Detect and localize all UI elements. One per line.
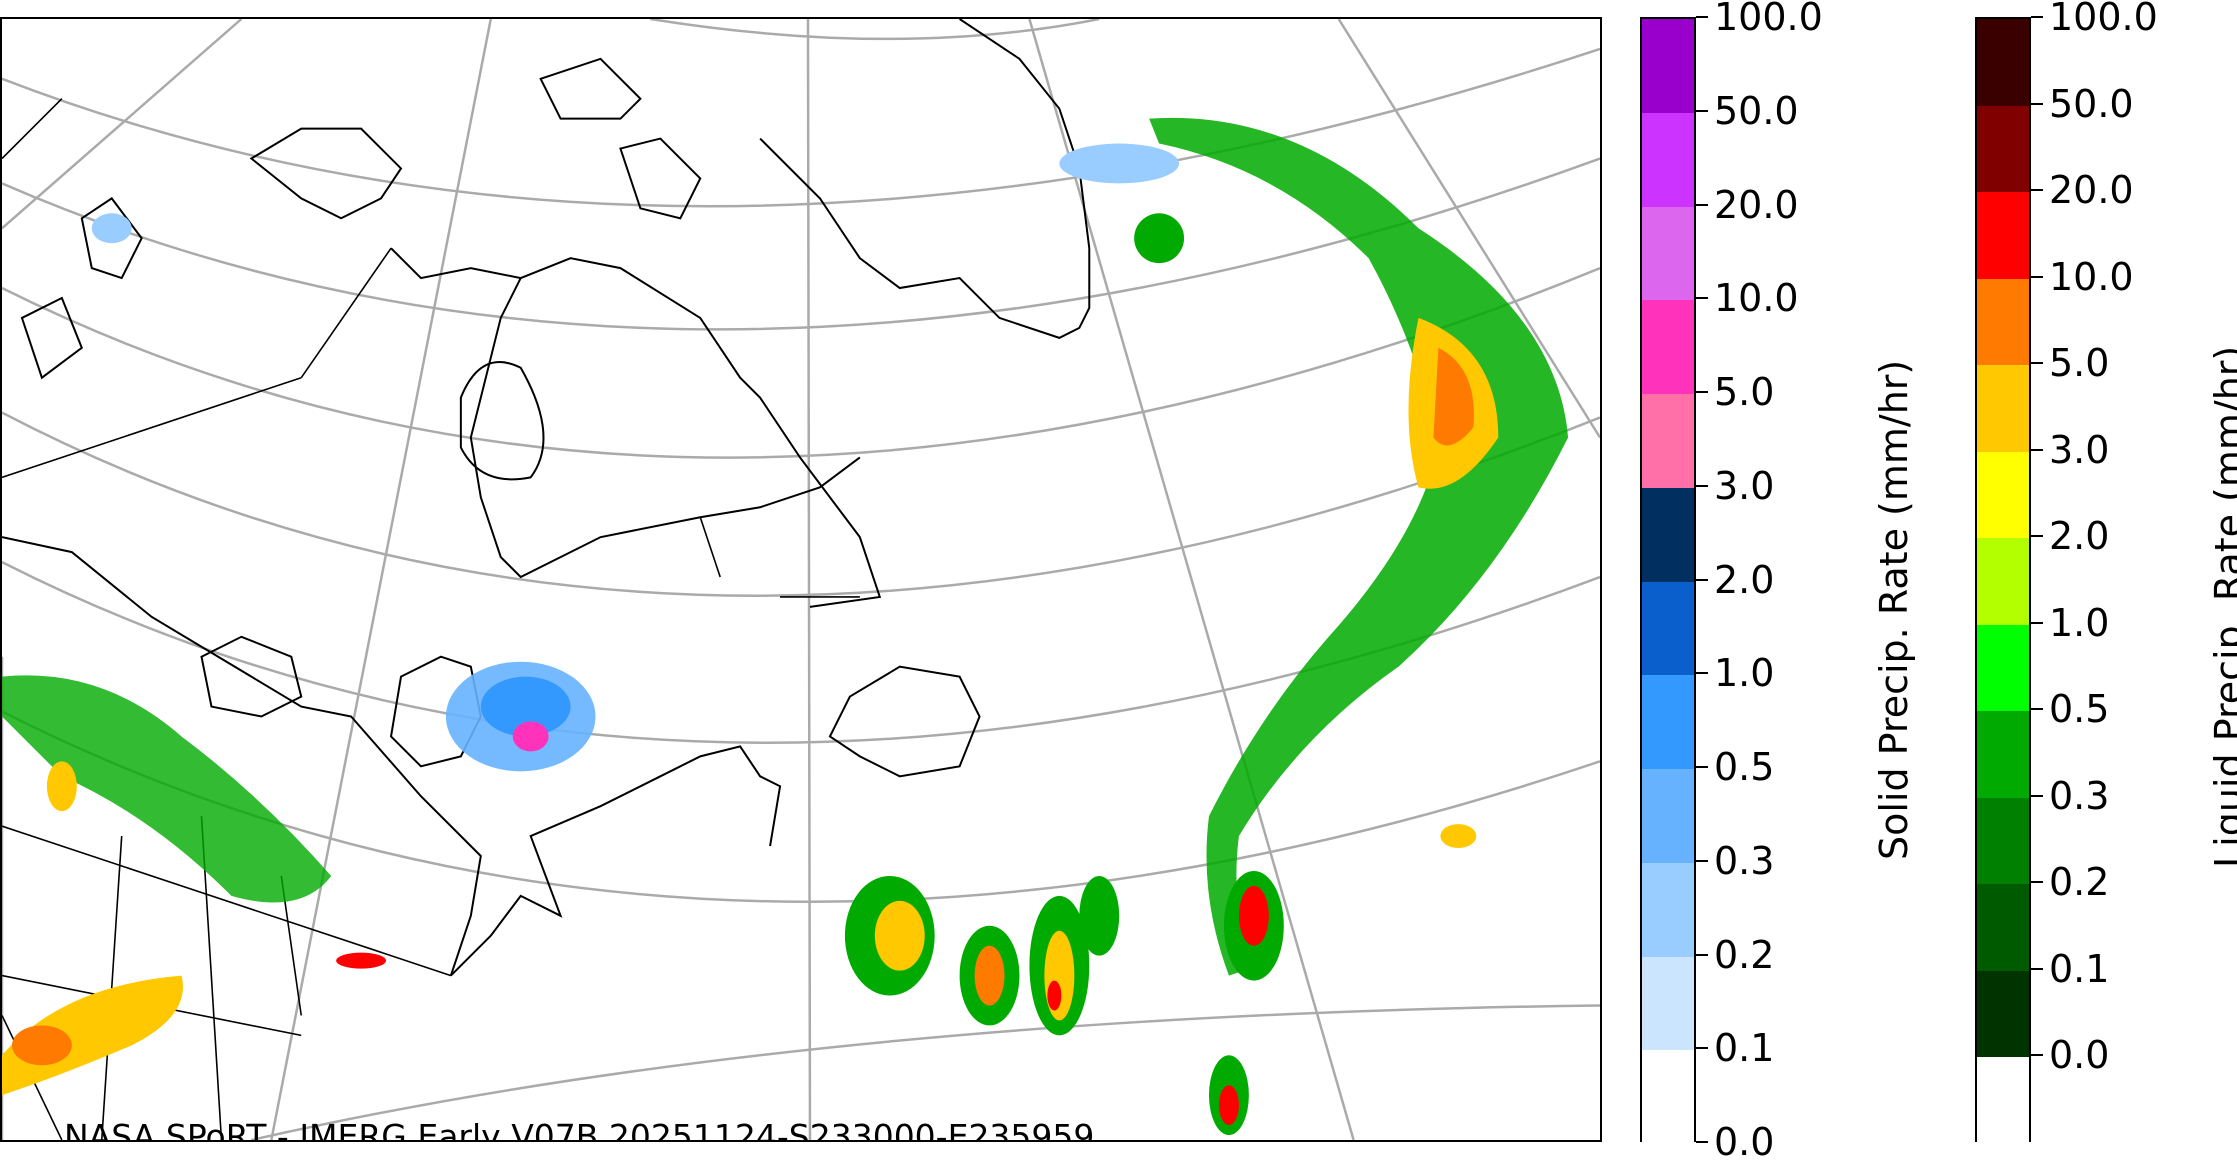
liquid-precip-color-segment (1977, 1057, 2029, 1145)
liquid-precip-color-segment (1977, 365, 2029, 453)
liquid-precip-tick-label: 0.0 (2049, 1033, 2110, 1078)
solid-precip-colorbar (1640, 17, 1696, 1145)
solid-precip-tick-label: 0.5 (1714, 745, 1775, 789)
liquid-precip-tick-mark (2031, 621, 2043, 624)
solid-precip-tick-mark (1696, 766, 1708, 768)
liquid-precip-color-segment (1977, 970, 2029, 1059)
liquid-precip-color-segment (1977, 624, 2029, 713)
liquid-precip-tick-label: 0.2 (2049, 860, 2110, 905)
solid-precip-tick-mark (1696, 953, 1708, 956)
liquid-precip-tick-mark (2031, 102, 2043, 105)
liquid-precip-tick-label: 10.0 (2049, 254, 2134, 299)
solid-precip-tick-mark (1696, 391, 1708, 393)
solid-precip-tick-mark (1696, 297, 1708, 300)
credit-text: NASA SPoRT - IMERG Early V07B 20251124-S… (64, 1117, 1095, 1142)
solid-precip-color-segment (1642, 487, 1694, 583)
solid-precip-tick-label: 0.2 (1714, 932, 1775, 977)
liquid-precip-color-segment (1977, 192, 2029, 280)
liquid-precip-tick-label: 20.0 (2049, 168, 2134, 213)
solid-precip-color-segment (1642, 581, 1694, 677)
solid-precip-tick-label: 3.0 (1714, 463, 1775, 508)
liquid-precip-tick-mark (2031, 708, 2043, 711)
liquid-precip-label: Liquid Precip. Rate (mm/hr) (2207, 345, 2237, 868)
solid-precip-tick-label: 1.0 (1714, 651, 1775, 696)
solid-precip-tick-mark (1696, 484, 1708, 487)
liquid-precip-color-segment (1977, 19, 2029, 107)
solid-precip-color-segment (1642, 300, 1694, 395)
liquid-precip-tick-mark (2031, 535, 2043, 538)
solid-precip-tick-label: 2.0 (1714, 557, 1775, 602)
liquid-precip-tick-label: 0.1 (2049, 946, 2110, 991)
liquid-precip-color-segment (1977, 105, 2029, 194)
liquid-precip-tick-label: 5.0 (2049, 341, 2110, 386)
liquid-precip-tick-label: 1.0 (2049, 600, 2110, 645)
liquid-precip-color-segment (1977, 278, 2029, 367)
solid-precip-tick-mark (1696, 109, 1708, 112)
liquid-precip-tick-label: 2.0 (2049, 514, 2110, 559)
liquid-precip-tick-mark (2031, 275, 2043, 278)
liquid-precip-color-segment (1977, 538, 2029, 626)
solid-precip-tick-label: 100.0 (1714, 0, 1823, 39)
solid-precip-color-segment (1642, 394, 1694, 489)
solid-precip-color-segment (1642, 19, 1694, 114)
liquid-precip-tick-mark (2031, 1054, 2043, 1057)
solid-precip-tick-label: 50.0 (1714, 88, 1799, 133)
solid-precip-color-segment (1642, 206, 1694, 302)
liquid-precip-color-segment (1977, 884, 2029, 972)
solid-precip-tick-mark (1696, 672, 1708, 675)
solid-precip-tick-label: 0.1 (1714, 1026, 1775, 1071)
liquid-precip-tick-label: 50.0 (2049, 81, 2134, 126)
solid-precip-tick-mark (1696, 1141, 1708, 1143)
solid-precip-tick-mark (1696, 203, 1708, 206)
map-canvas (2, 19, 1600, 1140)
solid-precip-tick-label: 0.3 (1714, 838, 1775, 883)
solid-precip-label: Solid Precip. Rate (mm/hr) (1872, 359, 1916, 860)
liquid-precip-tick-label: 100.0 (2049, 0, 2158, 39)
solid-precip-tick-label: 10.0 (1714, 276, 1799, 321)
solid-precip-tick-mark (1696, 578, 1708, 581)
liquid-precip-tick-label: 0.3 (2049, 773, 2110, 818)
liquid-precip-color-segment (1977, 711, 2029, 799)
solid-precip-tick-mark (1696, 1047, 1708, 1050)
liquid-precip-colorbar (1975, 17, 2031, 1145)
precipitation-map: NASA SPoRT - IMERG Early V07B 20251124-S… (0, 17, 1602, 1142)
solid-precip-tick-label: 20.0 (1714, 182, 1799, 227)
liquid-precip-tick-mark (2031, 16, 2043, 18)
liquid-precip-tick-mark (2031, 189, 2043, 192)
liquid-precip-tick-mark (2031, 362, 2043, 365)
solid-precip-color-segment (1642, 112, 1694, 208)
liquid-precip-tick-mark (2031, 881, 2043, 884)
solid-precip-color-segment (1642, 769, 1694, 864)
solid-precip-tick-label: 5.0 (1714, 370, 1775, 414)
liquid-precip-color-segment (1977, 451, 2029, 540)
liquid-precip-tick-mark (2031, 448, 2043, 451)
liquid-precip-tick-mark (2031, 967, 2043, 970)
solid-precip-tick-mark (1696, 859, 1708, 862)
liquid-precip-color-segment (1977, 797, 2029, 886)
precip-overlay (2, 117, 1569, 1136)
liquid-precip-tick-label: 3.0 (2049, 427, 2110, 472)
solid-precip-color-segment (1642, 1050, 1694, 1145)
coastlines (2, 19, 1091, 977)
solid-precip-color-segment (1642, 675, 1694, 770)
solid-precip-tick-mark (1696, 16, 1708, 18)
solid-precip-color-segment (1642, 956, 1694, 1052)
solid-precip-color-segment (1642, 862, 1694, 958)
liquid-precip-tick-mark (2031, 794, 2043, 797)
solid-precip-tick-label: 0.0 (1714, 1120, 1775, 1164)
liquid-precip-tick-label: 0.5 (2049, 687, 2110, 732)
